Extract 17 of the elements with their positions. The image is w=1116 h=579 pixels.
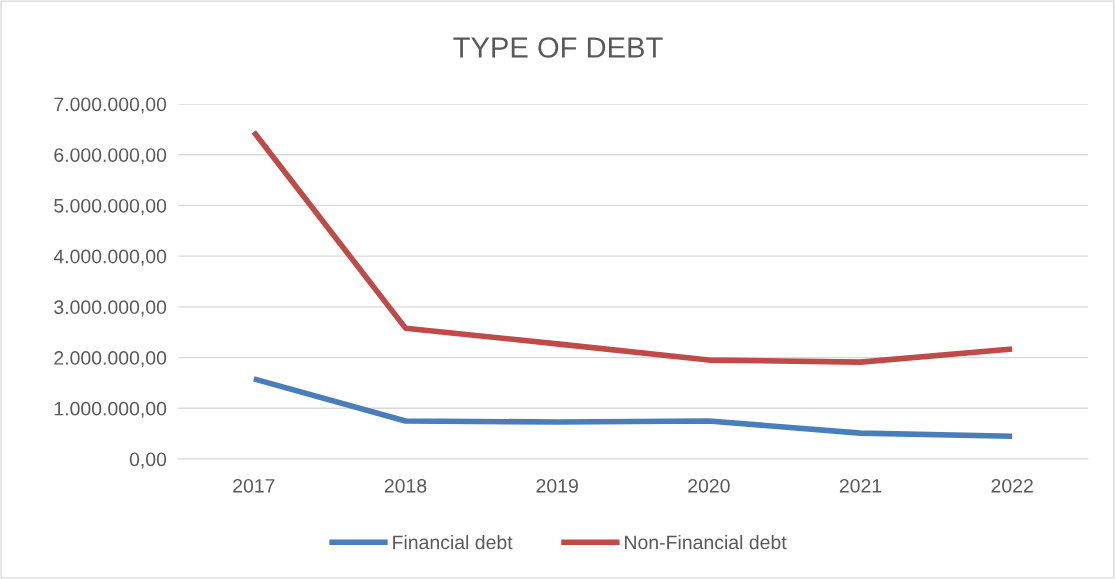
x-tick-label: 2020: [688, 478, 730, 493]
y-tick-label: 6.000.000,00: [54, 148, 167, 165]
legend-label: Non-Financial debt: [625, 534, 787, 550]
x-tick-label: 2022: [991, 478, 1033, 493]
y-tick-label: 5.000.000,00: [54, 198, 167, 215]
chart-title: TYPE OF DEBT: [453, 37, 663, 58]
x-tick-label: 2019: [536, 478, 578, 493]
y-tick-label: 2.000.000,00: [54, 351, 167, 368]
x-tick-label: 2021: [839, 478, 882, 493]
y-tick-label: 4.000.000,00: [53, 249, 167, 266]
x-tick-label: 2018: [384, 478, 427, 493]
y-tick-label: 7.000.000,00: [54, 97, 167, 114]
y-tick-label: 3.000.000,00: [54, 300, 167, 317]
x-tick-label: 2017: [233, 478, 275, 493]
y-tick-label: 1.000.000,00: [54, 401, 167, 418]
y-tick-label: 0,00: [129, 452, 167, 469]
legend-label: Financial debt: [393, 534, 513, 550]
